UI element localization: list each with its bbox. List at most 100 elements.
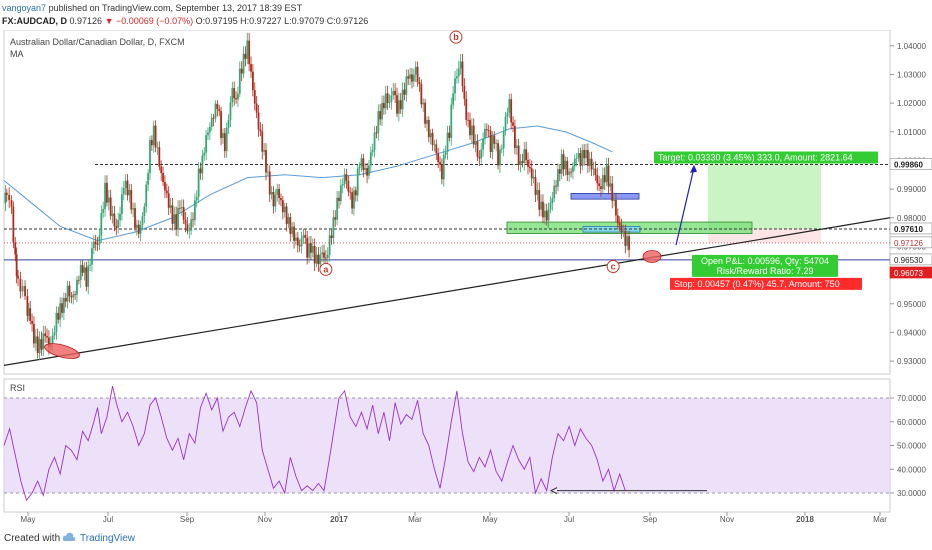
candle-body [334,217,337,220]
candle-body [542,201,544,218]
target-arrow[interactable] [675,167,695,246]
target-zone[interactable] [708,164,821,229]
candle-body [493,135,496,144]
candle-body [42,333,45,350]
candle-body [57,312,60,320]
candle-body [317,254,320,265]
candle-body [422,102,425,105]
level-tag[interactable] [889,266,932,279]
candle-body [64,297,67,302]
candle-body [169,205,172,208]
candle-body [5,192,8,195]
candle-body [66,285,69,302]
candle-body [607,165,610,187]
level-tag-label: 0.96073 [894,269,923,278]
candle-body [152,125,155,146]
candle-body [515,145,518,149]
candle-body [577,153,580,158]
level-tag[interactable] [889,158,932,170]
candle-body [528,166,531,169]
candle-body [465,98,468,120]
candle-body [310,243,312,253]
candle-body [414,66,417,75]
candle-body [399,100,402,110]
candle-body [89,264,91,266]
low-marker-ellipse[interactable] [43,341,81,362]
resistance-box[interactable] [570,192,640,200]
candle-body [324,257,327,259]
time-axis[interactable]: May Jul Sep Nov 2017 Mar May Jul Sep Nov 2018 Mar [20,512,887,524]
candle-body [386,93,389,103]
candle-body [343,174,346,185]
level-tag[interactable] [889,253,932,266]
candle-body [588,158,591,166]
wave-c-ellipse[interactable] [642,250,662,263]
candle-body [323,252,325,258]
level-tag-label: 0.99860 [894,160,923,169]
candle-body [72,294,75,298]
time-tick-label: Jul [564,515,574,524]
trend-line[interactable] [3,217,891,366]
candle-body [195,196,198,201]
candle-body [231,88,234,103]
level-tag[interactable] [889,236,932,249]
candle-body [326,254,329,258]
tradingview-brand[interactable]: TradingView [80,533,136,544]
wave-label-circle[interactable] [449,30,463,44]
target-label-box[interactable] [654,151,878,164]
candle-body [70,296,73,298]
candle-body [143,206,146,217]
candle-body [77,279,80,281]
candle-body [568,171,571,175]
candle-body [184,219,187,225]
candle-body [164,182,166,191]
cloud-logo-icon [62,532,76,541]
candle-body [102,209,105,213]
candle-body [510,99,513,123]
candle-body [306,237,309,258]
candle-body [272,191,275,207]
stop-label-box[interactable] [670,277,862,290]
candle-body [193,200,196,221]
candle-body [485,129,488,131]
candle-body [557,169,559,187]
price-axis[interactable]: 0.930000.940000.950000.960000.970000.980… [889,42,932,366]
pnl-label-box[interactable] [692,254,838,277]
candle-body [24,286,26,297]
level-tag[interactable] [889,222,932,235]
candle-body [592,168,595,170]
candle-body [590,158,593,170]
candle-body [562,154,565,170]
candle-body [407,76,410,79]
candle-body [242,53,245,74]
candle-body [220,111,222,139]
candle-body [392,90,395,96]
candle-body [366,168,368,176]
candle-body [596,174,599,184]
candle-body [135,224,138,228]
candle-body [14,242,17,255]
wave-label-circle[interactable] [606,260,620,273]
chart-canvas[interactable]: b a c Australian Dollar/Canadian Dollar, D… [0,30,932,528]
rsi-axis[interactable]: 30.0000 40.0000 50.0000 60.0000 70.0000 [890,394,926,498]
candle-body [76,279,78,295]
chart-title: Australian Dollar/Canadian Dollar, D, FX… [10,37,185,47]
candle-body [201,155,204,174]
rsi-tick-label: 70.0000 [897,394,926,403]
candle-body [616,215,619,224]
candle-body [349,191,352,193]
candle-body [401,89,404,110]
candle-body [208,126,211,133]
candle-body [543,210,546,218]
candle-body [259,129,262,132]
author-link[interactable]: vangoyan7 [2,3,47,13]
wave-label-circle[interactable] [319,262,333,276]
candle-body [130,189,133,210]
candle-body [379,111,382,120]
rsi-title: RSI [10,383,25,393]
candle-body [141,216,144,226]
candle-body [622,230,625,232]
candle-body [426,119,428,124]
candle-body [489,130,492,153]
candle-body [233,88,236,99]
